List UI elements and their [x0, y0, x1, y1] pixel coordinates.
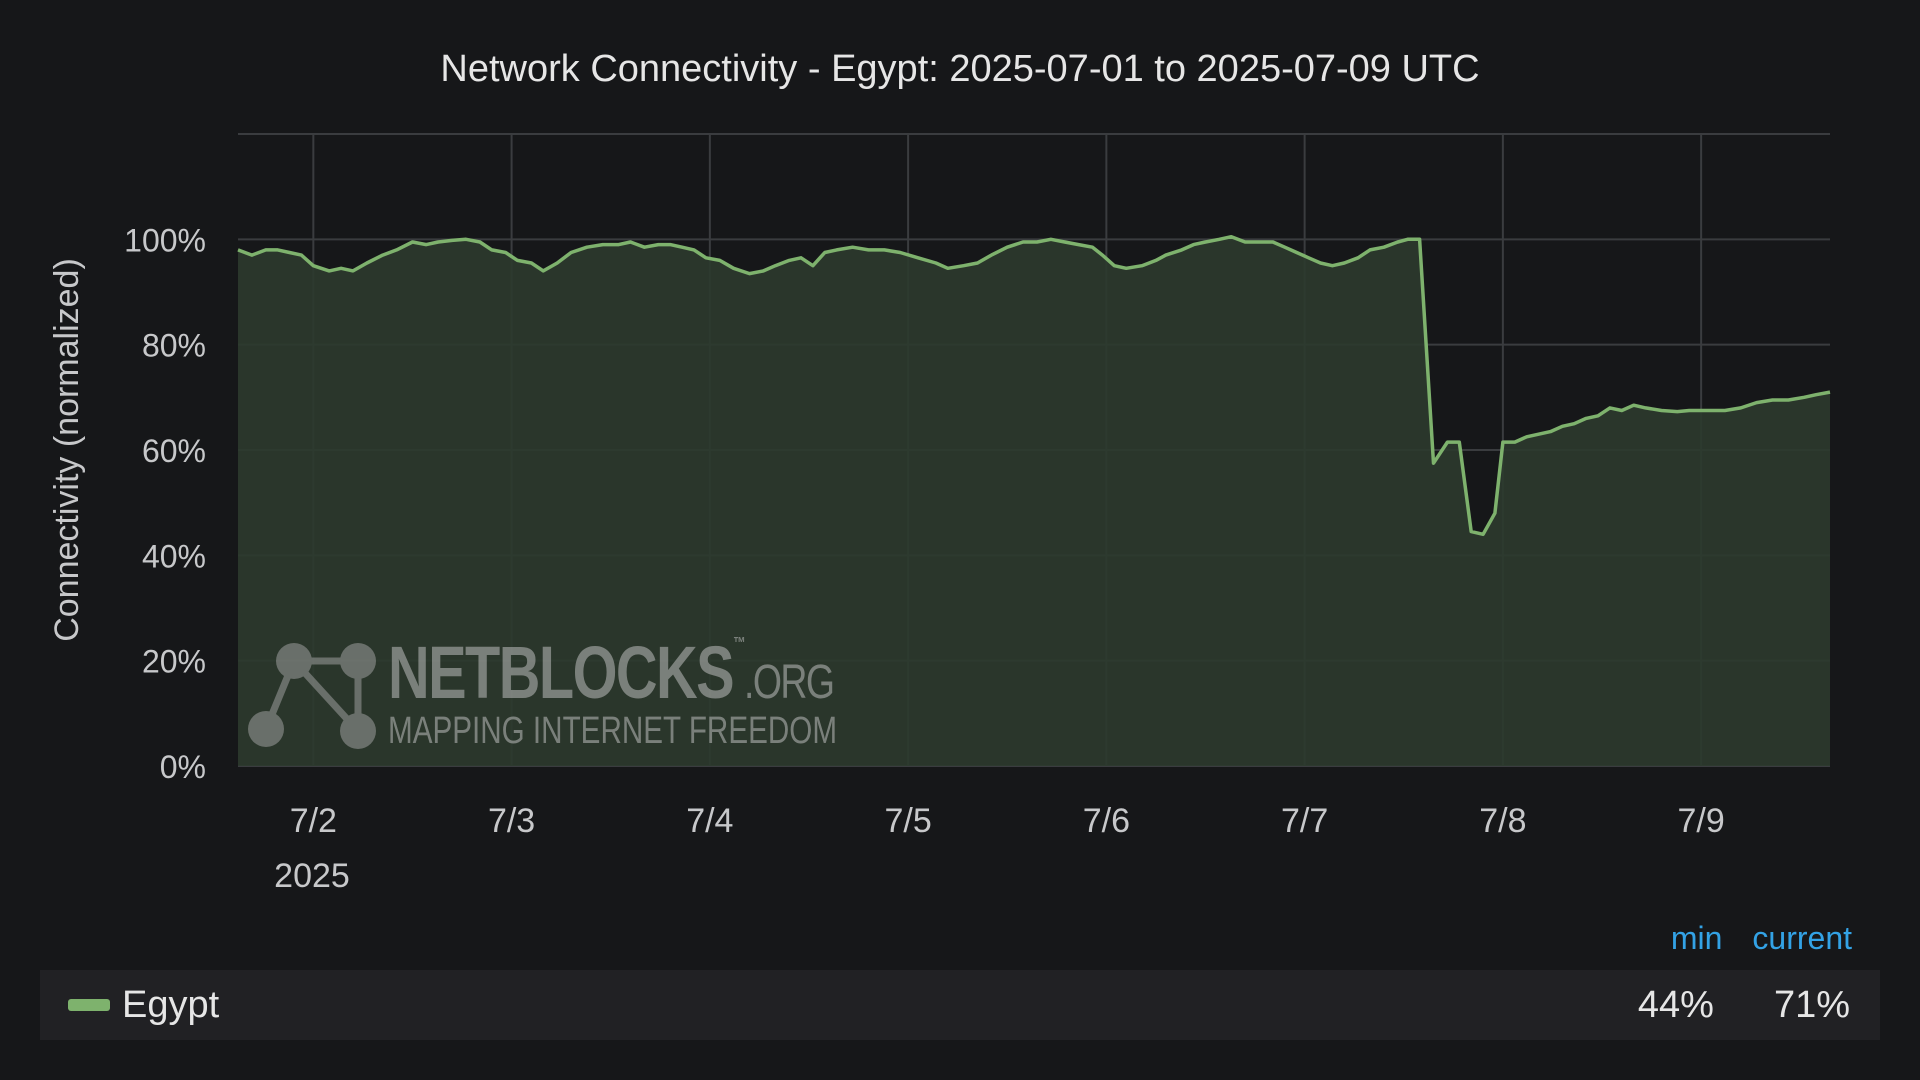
netblocks-logo-icon: [248, 643, 376, 749]
legend-header: min current: [1671, 920, 1852, 957]
x-tick-label: 7/8: [1479, 802, 1526, 840]
netblocks-tagline: MAPPING INTERNET FREEDOM: [388, 710, 838, 752]
y-tick-label: 100%: [124, 222, 206, 258]
legend-current-value: 71%: [1773, 983, 1850, 1026]
legend-values: 44% 71%: [1638, 984, 1850, 1027]
series-area-egypt: [238, 236, 1830, 766]
legend-header-min[interactable]: min: [1670, 920, 1723, 956]
x-tick-label: 7/6: [1083, 802, 1130, 840]
y-axis-label: Connectivity (normalized): [48, 258, 86, 642]
netblocks-wordmark: NETBLOCKS™.ORG: [388, 631, 835, 714]
y-axis-ticks: 0% 20% 40% 60% 80% 100%: [124, 222, 206, 785]
x-tick-label: 7/3: [488, 802, 535, 840]
x-tick-label: 7/4: [686, 802, 733, 840]
netblocks-watermark: NETBLOCKS™.ORG MAPPING INTERNET FREEDOM: [248, 636, 837, 756]
legend-row-egypt[interactable]: Egypt 44% 71%: [40, 970, 1880, 1040]
legend-header-current[interactable]: current: [1752, 920, 1852, 956]
legend-min-value: 44%: [1637, 983, 1714, 1026]
x-axis-ticks: 7/2 7/3 7/4 7/5 7/6 7/7 7/8 7/9: [290, 802, 1725, 840]
x-axis-year-label: 2025: [274, 857, 350, 895]
chart-title: Network Connectivity - Egypt: 2025-07-01…: [440, 48, 1480, 90]
x-tick-label: 7/7: [1281, 802, 1328, 840]
x-tick-label: 7/5: [884, 802, 931, 840]
y-tick-label: 80%: [142, 328, 206, 364]
y-tick-label: 20%: [142, 644, 206, 680]
y-tick-label: 40%: [142, 538, 206, 574]
x-tick-label: 7/9: [1678, 802, 1725, 840]
y-tick-label: 0%: [160, 749, 206, 785]
x-tick-label: 7/2: [290, 802, 337, 840]
legend-series-name[interactable]: Egypt: [122, 983, 220, 1026]
legend-swatch-egypt: [68, 999, 110, 1011]
y-tick-label: 60%: [142, 433, 206, 469]
series-line-egypt[interactable]: [237, 234, 1831, 537]
